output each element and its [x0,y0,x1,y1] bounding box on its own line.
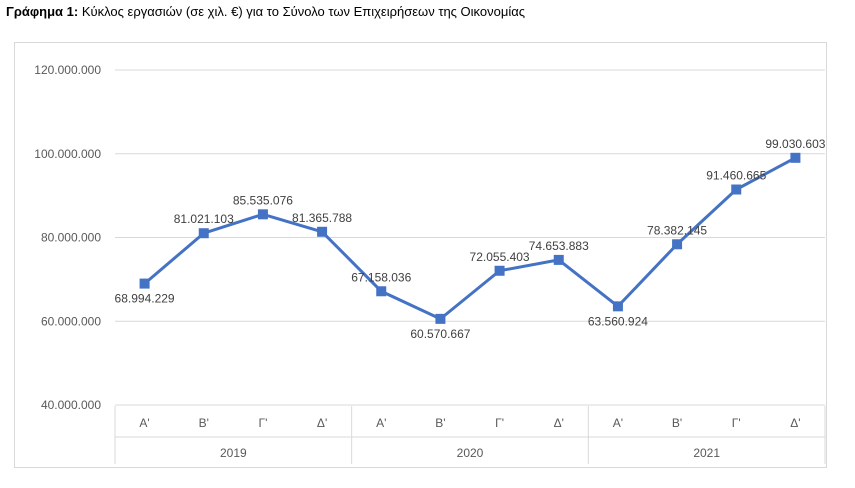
data-point-marker [494,265,505,276]
data-label: 68.994.229 [115,292,175,306]
x-tick-label: Α' [376,416,386,430]
data-label: 60.570.667 [410,327,470,341]
x-tick-label: Α' [139,416,149,430]
x-tick-label: Γ' [495,416,504,430]
data-label: 72.055.403 [470,250,530,264]
data-label: 81.021.103 [174,212,234,226]
gridlines [115,69,825,406]
data-labels: 68.994.229 81.021.103 85.535.076 81.365.788… [115,137,826,341]
chart-frame [14,42,827,468]
data-point-marker [257,209,268,220]
y-tick-label: 40.000.000 [41,398,101,412]
data-point-marker [376,286,387,297]
x-tick-label: Δ' [554,416,564,430]
data-label: 78.382.145 [647,223,707,237]
x-tick-label: Δ' [317,416,327,430]
turnover-line [143,156,797,321]
data-point-marker [139,278,150,289]
year-label: 2019 [220,446,247,460]
data-point-marker [198,228,209,239]
data-point-marker [612,301,623,312]
x-tick-label: Α' [613,416,623,430]
data-label: 99.030.603 [765,137,825,151]
y-tick-label: 80.000.000 [41,231,101,245]
data-label: 81.365.788 [292,211,352,225]
year-label: 2021 [693,446,720,460]
y-axis: 40.000.000 60.000.000 80.000.000 100.000.00… [34,63,101,412]
x-tick-label: Β' [199,416,209,430]
data-label: 74.653.883 [529,239,589,253]
x-tick-label: Δ' [790,416,800,430]
y-tick-label: 120.000.000 [34,63,101,77]
data-point-marker [790,152,801,163]
x-tick-label: Β' [672,416,682,430]
x-tick-label: Β' [435,416,445,430]
series-markers [139,152,801,324]
x-tick-label: Γ' [258,416,267,430]
data-label: 91.460.665 [706,169,766,183]
y-tick-label: 100.000.000 [34,147,101,161]
data-label: 67.158.036 [351,270,411,284]
data-point-marker [317,226,328,237]
data-label: 85.535.076 [233,193,293,207]
data-point-marker [553,254,564,265]
caption-prefix: Γράφημα 1: [6,4,79,19]
data-point-marker [672,239,683,250]
series-line [143,156,797,321]
chart-caption: Γράφημα 1: Κύκλος εργασιών (σε χιλ. €) γ… [6,4,525,19]
year-label: 2020 [457,446,484,460]
caption-text: Κύκλος εργασιών (σε χιλ. €) για το Σύνολ… [81,4,526,19]
x-tick-label: Γ' [732,416,741,430]
y-tick-label: 60.000.000 [41,314,101,328]
x-axis: Α' Β' Γ' Δ' 2019 Α' Β' Γ' Δ' 2020 Α' Β' Γ' Δ' 2021 [114,406,826,464]
data-point-marker [435,313,446,324]
data-label: 63.560.924 [588,314,648,328]
data-point-marker [731,184,742,195]
